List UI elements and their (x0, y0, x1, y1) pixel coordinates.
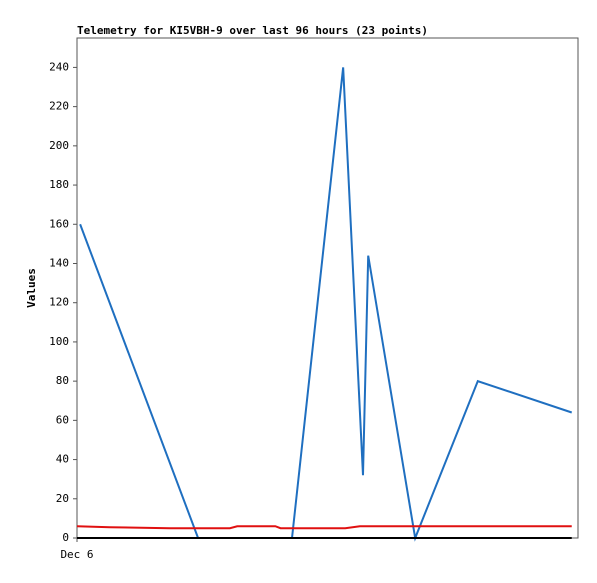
y-tick-label: 80 (56, 374, 69, 387)
x-tick-label: Dec 6 (60, 548, 93, 561)
chart-title: Telemetry for KI5VBH-9 over last 96 hour… (77, 24, 428, 37)
y-tick-label: 160 (49, 217, 69, 230)
y-tick-label: 140 (49, 256, 69, 269)
y-tick-label: 120 (49, 296, 69, 309)
y-tick-label: 20 (56, 492, 69, 505)
y-tick-label: 220 (49, 100, 69, 113)
y-axis-label: Values (25, 268, 38, 308)
series-line (76, 525, 572, 530)
y-tick-label: 100 (49, 335, 69, 348)
y-tick-label: 200 (49, 139, 69, 152)
y-tick-label: 0 (62, 531, 69, 544)
y-tick-label: 240 (49, 60, 69, 73)
y-tick-label: 40 (56, 453, 69, 466)
y-tick-label: 180 (49, 178, 69, 191)
y-tick-label: 60 (56, 413, 69, 426)
